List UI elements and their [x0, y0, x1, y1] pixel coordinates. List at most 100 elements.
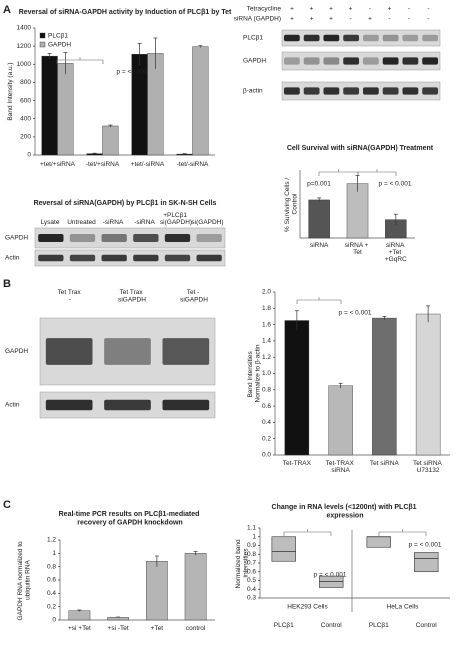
- legend-swatch: [39, 32, 46, 39]
- x-tick-label: siRNA: [310, 242, 329, 249]
- blot-band: [69, 254, 96, 262]
- y-axis-label: % Surviving Cells / Control: [284, 176, 299, 232]
- bar: [192, 46, 209, 156]
- panel-label: C: [3, 499, 11, 511]
- y-axis-label: Band Intensity (a.u.): [7, 62, 14, 120]
- y-tick-label: 0: [27, 152, 31, 159]
- y-tick-label: 2.0: [262, 289, 271, 296]
- blot-header-label: Tetracycline: [247, 6, 282, 13]
- y-tick-label: 0.9: [247, 542, 256, 549]
- blot-band: [164, 254, 191, 262]
- blot-band: [162, 338, 210, 365]
- blot-lane-label: -siRNA: [134, 219, 155, 226]
- blot-band: [104, 399, 151, 411]
- blot-sign: +: [290, 6, 294, 13]
- blot-lane-label: Untreated: [67, 219, 96, 226]
- y-tick-label: 0.7: [247, 560, 256, 567]
- annotation: p = < 0.001: [379, 181, 412, 188]
- blot-band: [283, 34, 300, 42]
- y-tick-label: 0.6: [47, 577, 56, 584]
- bar: [41, 55, 58, 156]
- blot-band: [343, 34, 360, 42]
- y-tick-label: 1: [252, 533, 256, 540]
- blot-lane-label: Tet Trax siGAPDH: [118, 289, 146, 304]
- y-tick-label: 0.3: [247, 595, 256, 602]
- y-tick-label: 0.2: [47, 603, 56, 610]
- blot-band: [104, 338, 151, 365]
- blot-band: [38, 254, 64, 262]
- bar: [68, 610, 91, 621]
- blot-row-label: Actin: [5, 255, 20, 262]
- blot-sign: +: [349, 6, 353, 13]
- blot-band: [402, 57, 419, 65]
- annotation: p = < 0.001: [339, 310, 372, 317]
- blot-header-label: siRNA (GAPDH): [234, 16, 281, 23]
- legend-label: PLCβ1: [48, 33, 68, 40]
- blot-sign: -: [408, 16, 410, 23]
- blot-band: [38, 234, 64, 242]
- chart-title: Change in RNA levels (<1200nt) with PLCβ…: [272, 504, 419, 520]
- box: [319, 575, 344, 588]
- blot-sign: -: [408, 6, 410, 13]
- x-tick-label: Control: [321, 622, 343, 629]
- blot-band: [303, 57, 320, 65]
- blot-sign: -: [427, 6, 429, 13]
- y-tick-label: 1.1: [247, 525, 256, 532]
- y-tick-label: 0: [52, 617, 56, 624]
- blot-band: [323, 34, 340, 42]
- blot-band: [343, 87, 360, 95]
- blot-sign: +: [290, 16, 294, 23]
- group-label: HEK293 Cells: [287, 604, 328, 611]
- blot-lane-label: +PLCβ1 si(GAPDH): [160, 212, 192, 226]
- blot-band: [422, 34, 439, 42]
- significance-bracket: [56, 57, 104, 64]
- blot-sign: +: [388, 6, 392, 13]
- box: [366, 536, 391, 548]
- blot-sign: +: [368, 16, 372, 23]
- x-tick-label: siRNA + Tet: [345, 242, 370, 256]
- blot-row-label: GAPDH: [5, 235, 28, 242]
- significance-bracket: [357, 169, 397, 176]
- y-tick-label: 0.0: [262, 452, 271, 459]
- blot-lane-label: Tet Trax -: [58, 289, 83, 304]
- blot-band: [133, 254, 159, 262]
- blot-lane-label: si(GAPDH): [191, 219, 223, 226]
- x-tick-label: +Tet: [151, 625, 164, 632]
- x-tick-label: siRNA +Tet +GqRC: [385, 242, 407, 263]
- bar: [308, 199, 330, 239]
- significance-bracket: [296, 297, 342, 304]
- x-tick-label: PLCβ1: [274, 622, 294, 629]
- blot-sign: +: [310, 16, 314, 23]
- blot-sign: -: [388, 16, 390, 23]
- x-tick-label: -tet/-siRNA: [177, 161, 209, 168]
- bar: [328, 385, 353, 456]
- y-axis-label: Normalized band intensities: [235, 538, 250, 589]
- blot-band: [422, 57, 439, 65]
- x-tick-label: Tet-TRAX: [283, 460, 312, 467]
- bar: [107, 617, 129, 621]
- blot-sign: -: [349, 16, 351, 23]
- y-tick-label: 0.5: [247, 577, 256, 584]
- box: [271, 536, 296, 562]
- blot-band: [162, 399, 210, 411]
- blot-strip: [281, 51, 441, 71]
- chart-title: Cell Survival with siRNA(GAPDH) Treatmen…: [287, 145, 434, 152]
- y-tick-label: 600: [20, 97, 31, 104]
- y-tick-label: 0.6: [262, 403, 271, 410]
- x-tick-label: control: [186, 625, 206, 632]
- y-tick-label: 1000: [17, 61, 32, 68]
- blot-band: [303, 87, 320, 95]
- x-tick-label: Tet-TRAX siRNA: [326, 460, 356, 474]
- blot-sign: +: [310, 6, 314, 13]
- blot-band: [362, 34, 379, 42]
- x-tick-label: Tet siRNA: [370, 460, 400, 467]
- blot-band: [323, 57, 340, 65]
- blot-sign: +: [329, 6, 333, 13]
- annotation: p = < 0.001: [409, 542, 442, 549]
- significance-bracket: [378, 529, 427, 536]
- y-tick-label: 0.4: [262, 419, 271, 426]
- blot-strip: [34, 249, 226, 267]
- x-tick-label: Tet siRNA U73132: [413, 460, 443, 474]
- y-tick-label: 1.6: [262, 321, 271, 328]
